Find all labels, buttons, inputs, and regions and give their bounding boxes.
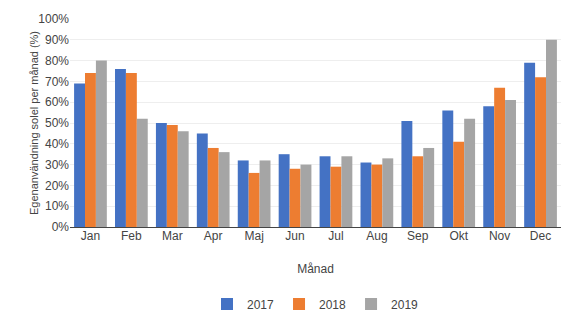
svg-text:Jun: Jun xyxy=(285,229,304,243)
svg-text:90%: 90% xyxy=(45,33,69,47)
svg-text:Egenanvändning solel per månad: Egenanvändning solel per månad (%) xyxy=(28,31,40,215)
svg-text:50%: 50% xyxy=(45,116,69,130)
svg-text:10%: 10% xyxy=(45,199,69,213)
svg-text:40%: 40% xyxy=(45,137,69,151)
svg-text:Månad: Månad xyxy=(297,262,334,276)
svg-text:Jan: Jan xyxy=(81,229,100,243)
svg-text:2019: 2019 xyxy=(391,298,418,312)
svg-text:70%: 70% xyxy=(45,75,69,89)
svg-text:Jul: Jul xyxy=(328,229,343,243)
svg-text:Mar: Mar xyxy=(162,229,183,243)
svg-text:Sep: Sep xyxy=(407,229,429,243)
svg-text:Okt: Okt xyxy=(449,229,468,243)
svg-text:30%: 30% xyxy=(45,158,69,172)
svg-text:20%: 20% xyxy=(45,179,69,193)
svg-text:100%: 100% xyxy=(38,12,69,26)
svg-text:Nov: Nov xyxy=(489,229,510,243)
svg-text:2017: 2017 xyxy=(247,298,274,312)
svg-text:60%: 60% xyxy=(45,95,69,109)
svg-text:Feb: Feb xyxy=(121,229,142,243)
svg-text:Dec: Dec xyxy=(530,229,551,243)
svg-text:Aug: Aug xyxy=(366,229,387,243)
svg-text:Apr: Apr xyxy=(204,229,223,243)
svg-text:0%: 0% xyxy=(52,220,70,234)
svg-text:Maj: Maj xyxy=(244,229,263,243)
svg-text:80%: 80% xyxy=(45,54,69,68)
svg-text:2018: 2018 xyxy=(319,298,346,312)
